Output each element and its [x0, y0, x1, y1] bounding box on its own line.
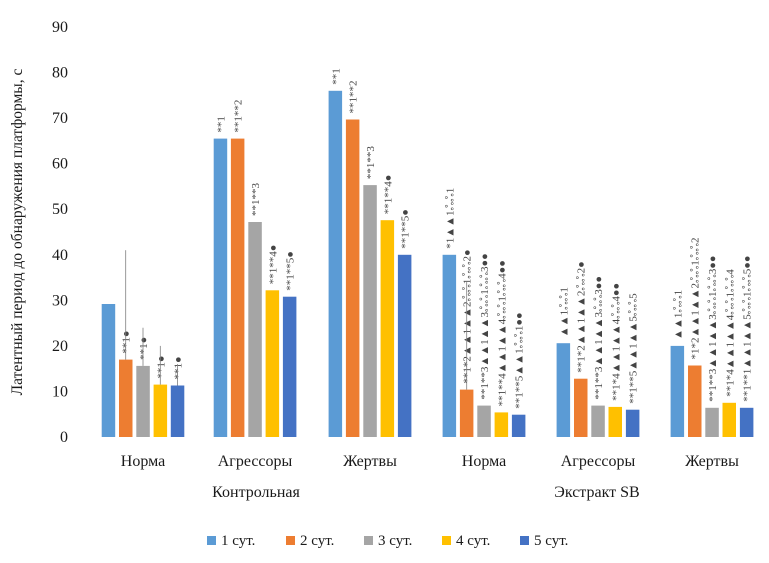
bar [511, 414, 526, 437]
bar-annotation: **1 [330, 68, 342, 85]
bar [705, 407, 719, 437]
y-tick-label: 90 [52, 19, 68, 36]
bar [213, 138, 228, 437]
bar-annotation: **1**5● [285, 251, 297, 291]
bar-annotation: **1**4● [382, 175, 394, 215]
legend-swatch [442, 536, 451, 545]
bar [328, 90, 343, 438]
bar [170, 385, 185, 437]
bar-annotation: **1**3▲▲1▲▲3ஃஃ3●● [593, 276, 605, 400]
bar [477, 405, 491, 437]
legend-swatch [520, 536, 529, 545]
bar [282, 296, 297, 437]
bar-annotation: **1**5● [400, 209, 412, 249]
bar [101, 304, 116, 437]
bar-annotation: **1 [215, 116, 227, 133]
bar [556, 343, 571, 437]
bar-annotation: *1*2▲▲1▲▲2ஃஃ1ஃஃ2 [690, 237, 702, 359]
bar-annotation: **1**4▲▲1▲▲4ஃஃ1ஃஃ4●● [496, 260, 508, 406]
bar [739, 407, 754, 437]
bar-annotation: **1**3 [250, 183, 262, 217]
bar-annotation: **1**3 [365, 146, 377, 180]
bar-annotation: **1● [138, 337, 150, 360]
bar [345, 119, 360, 437]
bar-annotation: **1*2▲▲1▲▲2ஃஃ1ஃஃ2● [462, 249, 474, 383]
legend-label: 1 сут. [221, 533, 255, 549]
category-label: Жертвы [343, 453, 397, 470]
group-label: Экстракт SB [554, 484, 639, 501]
bar-annotation: **1**3▲▲1▲▲3ஃஃ1ஃஃ3●● [707, 255, 719, 401]
bar-annotation: **1**2 [348, 81, 360, 114]
bar [442, 254, 457, 437]
bar [494, 412, 509, 437]
bar [153, 384, 168, 437]
legend-label: 3 сут. [378, 533, 412, 549]
bar-annotation: **1**4● [267, 245, 279, 285]
bars [101, 90, 754, 438]
annotations: **1● **1● **1● **1● **1 **1**2 **1**3 **1**4● **… [121, 68, 754, 408]
bar-annotation: **1**3▲▲1▲▲3ஃஃ1ஃஃ3●● [479, 253, 491, 399]
group-labels: Контрольная Экстракт SB [212, 484, 640, 501]
legend-label: 2 сут. [300, 533, 334, 549]
bar-annotation: **1● [173, 356, 185, 379]
bar [574, 378, 588, 437]
legend: 1 сут. 2 сут. 3 сут. 4 сут. 5 сут. [207, 533, 568, 549]
bar-annotation: *1▲▲1ஃஃ1 [444, 188, 456, 249]
bar-annotation: ▲▲1ஃஃ1 [672, 290, 684, 340]
y-axis: 0 10 20 30 40 50 60 70 80 90 [52, 19, 68, 446]
bar [688, 365, 702, 437]
category-label: Агрессоры [218, 453, 293, 470]
bar [265, 290, 280, 437]
bar [230, 138, 245, 437]
group-label: Контрольная [212, 484, 300, 501]
bar [363, 185, 377, 437]
y-tick-label: 50 [52, 201, 68, 218]
bar-annotation: **1● [155, 355, 167, 378]
bar-annotation: **1● [121, 330, 133, 353]
category-label: Жертвы [685, 453, 739, 470]
bar-annotation: **1*2▲▲1▲▲2ஃஃ2● [576, 261, 588, 372]
bar-annotation: ▲▲1ஃஃ1 [558, 287, 570, 337]
y-tick-label: 20 [52, 338, 68, 355]
bar [722, 402, 736, 437]
category-label: Норма [462, 453, 506, 470]
legend-swatch [207, 536, 216, 545]
bar [248, 222, 262, 437]
bar-annotation: **1*4▲▲1▲▲4ஃஃ4●● [610, 283, 622, 401]
bar [608, 406, 622, 437]
bar-annotation: **1**5▲▲1ஃஃ1●● [514, 312, 526, 408]
bar-annotation: **1**5▲▲1▲▲5ஃஃ5 [628, 293, 640, 404]
y-tick-label: 10 [52, 383, 68, 400]
bar [459, 389, 474, 437]
y-tick-label: 40 [52, 247, 68, 264]
bar-annotation: **1**2 [233, 100, 245, 133]
y-tick-label: 80 [52, 65, 68, 82]
category-label: Норма [121, 453, 165, 470]
y-tick-label: 60 [52, 156, 68, 173]
category-label: Агрессоры [561, 453, 636, 470]
y-tick-label: 70 [52, 110, 68, 127]
bar [136, 365, 150, 437]
legend-label: 4 сут. [456, 533, 490, 549]
bar [591, 405, 605, 437]
category-labels: Норма Агрессоры Жертвы Норма Агрессоры Жертвы [121, 453, 739, 470]
bar [380, 220, 395, 437]
bar-annotation: **1**1▲▲1▲▲5ஃஃ1ஃஃ5●● [742, 255, 754, 401]
y-axis-label: Латентный период до обнаружения платформ… [9, 69, 26, 396]
bar-annotation: **1*4▲▲1▲▲4ஃஃ1ஃஃ4 [724, 269, 736, 397]
bar [119, 359, 133, 437]
legend-label: 5 сут. [534, 533, 568, 549]
y-tick-label: 30 [52, 292, 68, 309]
bar [670, 345, 685, 437]
y-tick-label: 0 [60, 429, 68, 446]
legend-swatch [364, 536, 373, 545]
bar [625, 409, 640, 437]
bar [397, 254, 412, 437]
legend-swatch [286, 536, 295, 545]
